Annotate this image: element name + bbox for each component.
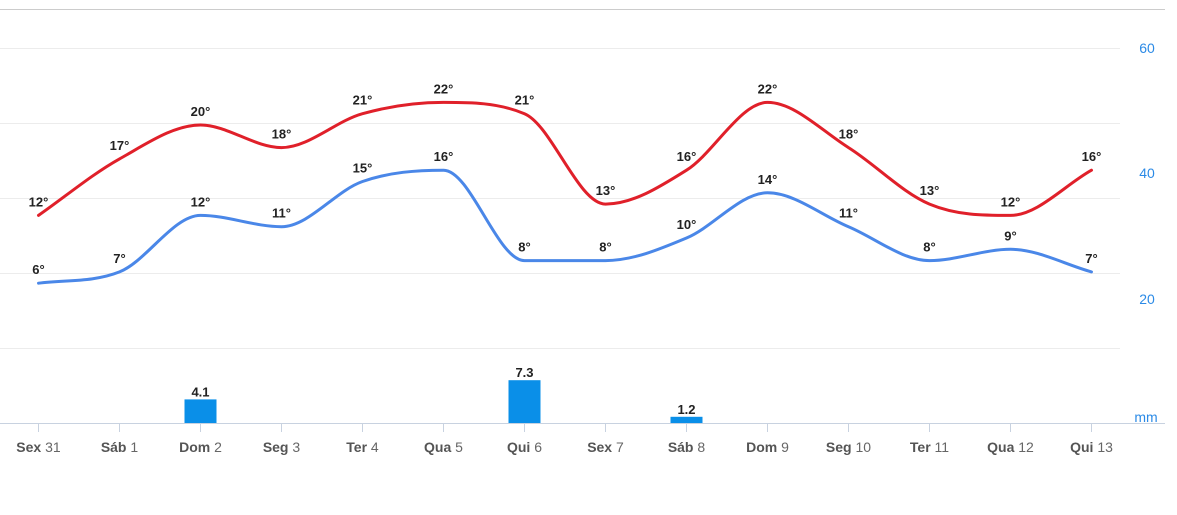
x-axis-label-num: 12: [1014, 439, 1034, 455]
x-axis-label-day: Sáb: [101, 439, 127, 455]
data-label-min: 8°: [599, 240, 611, 255]
precipitation-bars: 4.1 7.3 1.2: [184, 365, 703, 424]
x-axis-label-day: Qui: [507, 439, 530, 455]
right-axis-unit: mm: [1134, 409, 1157, 425]
data-label-min: 12°: [191, 194, 211, 209]
x-axis-label-day: Dom: [179, 439, 210, 455]
x-axis-label-num: 3: [289, 439, 301, 455]
x-axis-label-day: Qua: [987, 439, 1014, 455]
x-axis-label-num: 1: [127, 439, 139, 455]
x-axis-label-day: Ter: [910, 439, 931, 455]
x-axis-label-num: 8: [694, 439, 706, 455]
x-axis-label: Qui 6: [507, 439, 542, 455]
data-label-max: 13°: [596, 183, 616, 198]
series-line-max: [37, 100, 1093, 217]
x-axis-label-num: 2: [210, 439, 222, 455]
data-label-max: 16°: [677, 149, 697, 164]
x-axis-label-num: 5: [451, 439, 463, 455]
x-axis-label-day: Ter: [346, 439, 367, 455]
x-axis-label-day: Qui: [1070, 439, 1093, 455]
x-axis-label-day: Qua: [424, 439, 451, 455]
data-label-max: 21°: [353, 93, 373, 108]
data-label-min: 10°: [677, 217, 697, 232]
x-axis-label: Dom 9: [746, 439, 789, 455]
x-axis-label: Qua 5: [424, 439, 463, 455]
x-axis-label-day: Seg: [263, 439, 289, 455]
data-label-max: 12°: [1001, 194, 1021, 209]
x-axis-label: Ter 11: [910, 439, 949, 455]
x-axis-label-day: Dom: [746, 439, 777, 455]
right-axis-tick-label: 60: [1139, 40, 1155, 56]
gridlines: [0, 48, 1120, 349]
data-label-max: 17°: [110, 138, 130, 153]
x-axis-label: Qua 12: [987, 439, 1034, 455]
data-label-min: 8°: [923, 240, 935, 255]
x-axis-label-num: 7: [612, 439, 624, 455]
precip-label: 4.1: [191, 384, 209, 399]
x-axis-ticks: [38, 424, 1092, 432]
right-axis-tick-label: 40: [1139, 165, 1155, 181]
x-axis-label-day: Seg: [826, 439, 852, 455]
x-axis-label-day: Sex: [16, 439, 41, 455]
x-axis-labels: Sex 31 Sáb 1 Dom 2 Seg 3 Ter 4 Qua 5 Qui 6 Sex …: [16, 439, 1113, 455]
data-label-min: 8°: [518, 240, 530, 255]
x-axis-label: Dom 2: [179, 439, 222, 455]
x-axis-label: Qui 13: [1070, 439, 1113, 455]
temperature-lines: [37, 100, 1093, 285]
series-line-min: [37, 168, 1093, 285]
x-axis-label: Sex 7: [587, 439, 624, 455]
x-axis-label-num: 4: [367, 439, 379, 455]
x-axis-label-num: 9: [777, 439, 789, 455]
x-axis-label: Sáb 1: [101, 439, 139, 455]
right-axis-labels: 60 40 20 mm: [1134, 40, 1157, 425]
precip-bar: [670, 416, 703, 424]
data-label-max: 21°: [515, 93, 535, 108]
temperature-labels: 12° 17° 20° 18° 21° 22° 21° 13° 16° 22° 18° 13° 12° 1…: [29, 81, 1102, 277]
x-axis-label: Seg 3: [263, 439, 301, 455]
data-label-max: 22°: [434, 81, 454, 96]
precip-label: 7.3: [515, 365, 533, 380]
data-label-max: 20°: [191, 104, 211, 119]
right-axis-tick-label: 20: [1139, 291, 1155, 307]
data-label-max: 13°: [920, 183, 940, 198]
x-axis-label-num: 13: [1093, 439, 1113, 455]
data-label-min: 7°: [1085, 251, 1097, 266]
x-axis-label-num: 6: [530, 439, 542, 455]
data-label-min: 11°: [272, 206, 291, 221]
precip-bar: [184, 399, 217, 424]
x-axis-label: Sex 31: [16, 439, 61, 455]
x-axis-label-num: 10: [852, 439, 872, 455]
precip-label: 1.2: [677, 402, 695, 417]
x-axis-label: Seg 10: [826, 439, 871, 455]
data-label-max: 18°: [839, 127, 859, 142]
data-label-min: 14°: [758, 172, 778, 187]
precip-bar: [508, 380, 541, 424]
x-axis-label: Sáb 8: [668, 439, 706, 455]
data-label-min: 15°: [353, 161, 373, 176]
data-label-min: 11°: [839, 206, 858, 221]
data-label-min: 16°: [434, 149, 454, 164]
x-axis-label-day: Sáb: [668, 439, 694, 455]
x-axis-label: Ter 4: [346, 439, 379, 455]
data-label-min: 7°: [113, 251, 125, 266]
data-label-max: 16°: [1082, 149, 1102, 164]
data-label-max: 22°: [758, 81, 778, 96]
data-label-max: 18°: [272, 127, 292, 142]
x-axis-label-num: 31: [41, 439, 61, 455]
x-axis-label-num: 11: [931, 439, 950, 455]
data-label-min: 6°: [32, 262, 44, 277]
x-axis-label-day: Sex: [587, 439, 612, 455]
data-label-max: 12°: [29, 194, 49, 209]
data-label-min: 9°: [1004, 228, 1016, 243]
